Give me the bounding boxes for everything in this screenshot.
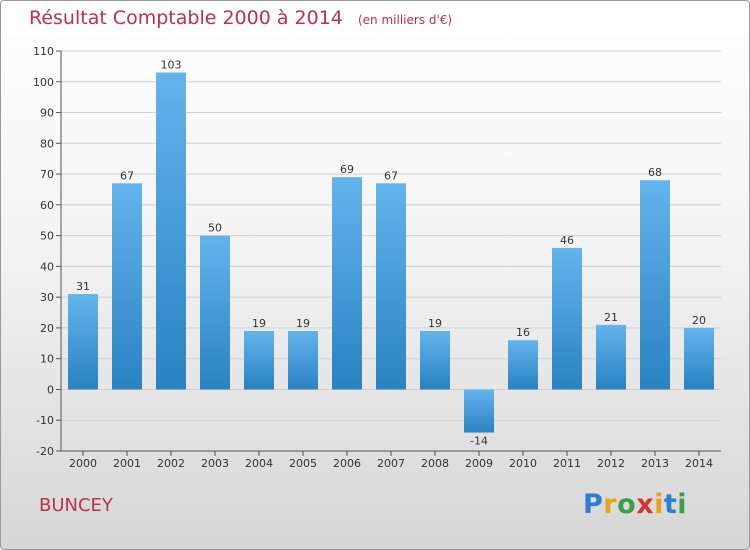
- y-tick-label: 90: [40, 107, 54, 120]
- logo-letter: P: [583, 489, 604, 520]
- bar: [464, 389, 494, 433]
- y-tick-label: 110: [33, 45, 54, 58]
- y-tick-label: 80: [40, 137, 54, 150]
- bar: [332, 177, 362, 390]
- y-tick-label: -20: [36, 445, 54, 458]
- x-tick-label: 2004: [245, 457, 273, 470]
- x-tick-label: 2002: [157, 457, 185, 470]
- bar: [376, 183, 406, 390]
- data-label: 21: [604, 311, 618, 324]
- x-tick-label: 2008: [421, 457, 449, 470]
- y-tick-label: 70: [40, 168, 54, 181]
- data-label: 19: [252, 317, 266, 330]
- data-label: 46: [560, 234, 574, 247]
- bar: [112, 183, 142, 390]
- data-label: 67: [384, 169, 398, 182]
- bar: [508, 340, 538, 390]
- y-tick-label: -10: [36, 414, 54, 427]
- y-tick-label: 30: [40, 291, 54, 304]
- x-tick-label: 2007: [377, 457, 405, 470]
- data-label: 69: [340, 163, 354, 176]
- logo-letter: i: [654, 489, 664, 520]
- chart-header: Résultat Comptable 2000 à 2014 (en milli…: [29, 7, 452, 29]
- x-tick-label: 2013: [641, 457, 669, 470]
- y-tick-label: 20: [40, 322, 54, 335]
- x-tick-label: 2012: [597, 457, 625, 470]
- y-tick-label: 60: [40, 199, 54, 212]
- data-label: 31: [76, 280, 90, 293]
- data-labels: 31 67 103 50 19 19 69 67 19 -14 16 46 21 68 20: [76, 59, 706, 448]
- proxiti-logo[interactable]: Proxiti: [583, 489, 687, 520]
- logo-letter: i: [677, 489, 688, 520]
- data-label: 20: [692, 314, 706, 327]
- bars: [68, 72, 714, 433]
- bar: [156, 72, 186, 390]
- chart-title: Résultat Comptable 2000 à 2014: [29, 7, 343, 29]
- bar: [288, 331, 318, 390]
- chart-unit: (en milliers d'€): [357, 13, 453, 27]
- x-tick-label: 2014: [685, 457, 713, 470]
- logo-letter: o: [617, 489, 637, 520]
- x-tick-label: 2011: [553, 457, 581, 470]
- x-tick-label: 2006: [333, 457, 361, 470]
- x-tick-label: 2005: [289, 457, 317, 470]
- bar: [684, 327, 714, 390]
- logo-letter: t: [663, 489, 678, 520]
- y-tick-label: 10: [40, 353, 54, 366]
- bar: [552, 247, 582, 390]
- bar: [244, 331, 274, 390]
- bar: [596, 324, 626, 390]
- x-tick-label: 2000: [69, 457, 97, 470]
- data-label: 68: [648, 166, 662, 179]
- data-label: 19: [428, 317, 442, 330]
- bar: [200, 235, 230, 390]
- data-label: -14: [470, 435, 488, 448]
- y-tick-label: 40: [40, 260, 54, 273]
- bar: [420, 331, 450, 390]
- axes: -20 -10 0 10 20 30 40 50 60 70 80 90 100 110 2000 2001 2…: [33, 45, 721, 470]
- y-tick-label: 50: [40, 230, 54, 243]
- data-label: 19: [296, 317, 310, 330]
- y-tick-label: 100: [33, 76, 54, 89]
- x-tick-label: 2003: [201, 457, 229, 470]
- bar: [640, 180, 670, 390]
- commune-name: BUNCEY: [39, 495, 113, 516]
- x-tick-label: 2010: [509, 457, 537, 470]
- data-label: 103: [161, 59, 182, 72]
- bar: [68, 294, 98, 390]
- logo-letter: r: [603, 489, 618, 520]
- x-tick-label: 2009: [465, 457, 493, 470]
- y-tick-label: 0: [47, 383, 54, 396]
- data-label: 67: [120, 169, 134, 182]
- x-tick-label: 2001: [113, 457, 141, 470]
- data-label: 16: [516, 326, 530, 339]
- data-label: 50: [208, 222, 222, 235]
- logo-letter: x: [636, 489, 655, 520]
